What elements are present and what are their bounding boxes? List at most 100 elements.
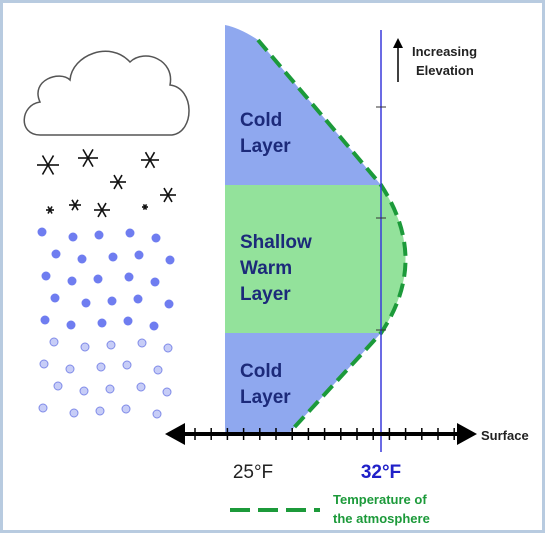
sleet-pellet — [106, 340, 116, 350]
sleet-pellet — [108, 252, 118, 262]
flake-arm — [97, 209, 103, 218]
sleet-pellet — [165, 255, 175, 265]
sleet-pellet — [162, 387, 172, 397]
snowflake — [46, 206, 54, 214]
axis-ticks — [194, 428, 455, 440]
flake-arm — [144, 151, 151, 161]
temperature-curve — [256, 38, 408, 434]
axis-label: 32°F — [361, 462, 401, 483]
flake-arm — [49, 206, 53, 211]
elevation-label: Elevation — [416, 63, 474, 78]
sleet-pellet — [81, 298, 91, 308]
flake-arm — [74, 199, 79, 206]
sleet-pellet — [151, 233, 161, 243]
snowflake — [94, 202, 110, 218]
sleet-pellet — [68, 232, 78, 242]
surface-label: Surface — [481, 428, 529, 443]
flake-arm — [163, 194, 169, 203]
sleet-pellet — [133, 294, 143, 304]
sleet-pellet — [97, 318, 107, 328]
snowflake — [142, 204, 148, 210]
sleet-pellet — [137, 338, 147, 348]
sleet-pellet — [65, 364, 75, 374]
elevation-label: Increasing — [412, 44, 477, 59]
layer-label: Cold — [240, 361, 282, 382]
sleet-pellet — [163, 343, 173, 353]
sleet-pellet — [125, 228, 135, 238]
sleet-pellet — [152, 409, 162, 419]
legend-label: the atmosphere — [333, 511, 430, 526]
cold-layer-top — [225, 25, 381, 185]
sleet-pellet — [107, 296, 117, 306]
sleet-pellet — [39, 359, 49, 369]
snowflake — [141, 151, 159, 169]
layer-label: Layer — [240, 136, 291, 157]
flake-arm — [47, 164, 55, 175]
snowflake — [110, 174, 126, 190]
flake-arm — [82, 157, 89, 168]
layer-label: Warm — [240, 258, 292, 279]
sleet-pellet — [105, 384, 115, 394]
warm-layer — [225, 185, 406, 333]
flake-arm — [101, 209, 107, 218]
snowflakes — [37, 148, 176, 218]
sleet-pellet — [51, 249, 61, 259]
sleet-pellet — [80, 342, 90, 352]
sleet-pellet — [50, 293, 60, 303]
flake-arm — [101, 202, 107, 211]
sleet-pellet — [123, 316, 133, 326]
sleet-pellet — [49, 337, 59, 347]
flake-arm — [117, 174, 123, 183]
layer-label: Layer — [240, 387, 291, 408]
sleet-pellet — [96, 362, 106, 372]
flake-arm — [74, 204, 79, 211]
flake-arm — [41, 155, 49, 166]
snowflake — [160, 187, 176, 203]
sleet-pellet — [69, 408, 79, 418]
sleet-pellet — [136, 382, 146, 392]
snowflake — [69, 199, 81, 211]
sleet-pellet — [134, 250, 144, 260]
sleet-pellet — [41, 271, 51, 281]
flake-arm — [144, 159, 151, 169]
flake-arm — [87, 148, 94, 159]
cold-layer-bottom — [225, 333, 381, 432]
flake-arm — [87, 157, 94, 168]
flake-arm — [117, 181, 123, 190]
flake-arm — [41, 164, 49, 175]
flake-arm — [149, 159, 156, 169]
flake-arm — [97, 202, 103, 211]
flake-arm — [144, 204, 148, 208]
flake-arm — [82, 148, 89, 159]
flake-arm — [149, 151, 156, 161]
cloud — [23, 50, 190, 136]
snowflake — [78, 148, 98, 168]
sleet-pellet — [93, 274, 103, 284]
flake-arm — [167, 194, 173, 203]
sleet-pellet — [150, 277, 160, 287]
sleet-pellet — [124, 272, 134, 282]
sleet-pellet — [53, 381, 63, 391]
sleet — [37, 227, 175, 419]
axis-label: 25°F — [233, 462, 273, 483]
snowflake — [37, 155, 59, 175]
sleet-pellet — [95, 406, 105, 416]
sleet-pellet — [149, 321, 159, 331]
sleet-pellet — [37, 227, 47, 237]
flake-arm — [47, 155, 55, 166]
flake-arm — [163, 187, 169, 196]
sleet-pellet — [153, 365, 163, 375]
sleet-pellet — [164, 299, 174, 309]
sleet-pellet — [66, 320, 76, 330]
flake-arm — [113, 174, 119, 183]
sleet-pellet — [79, 386, 89, 396]
flake-arm — [113, 181, 119, 190]
sleet-pellet — [121, 404, 131, 414]
ticks — [376, 106, 386, 331]
layer-label: Shallow — [240, 232, 312, 253]
flake-arm — [167, 187, 173, 196]
layer-label: Layer — [240, 284, 291, 305]
elevation-arrowhead — [393, 38, 403, 48]
sleet-pellet — [67, 276, 77, 286]
